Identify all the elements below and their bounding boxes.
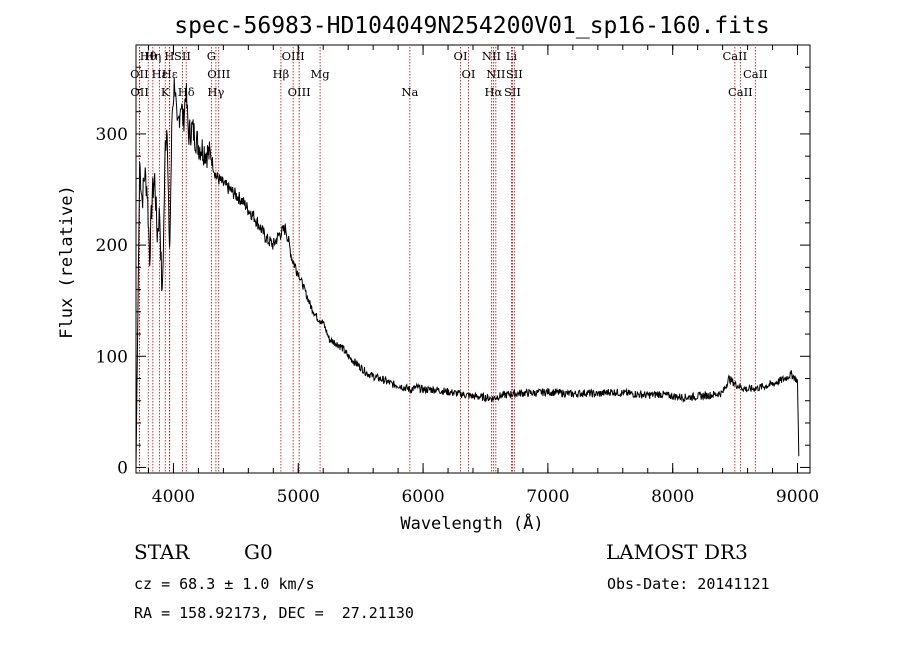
line-marker-label-11: Hγ <box>207 85 224 99</box>
x-tick-label-5: 9000 <box>776 487 819 507</box>
line-marker-label-6: H <box>164 49 174 63</box>
line-marker-label-3: Hη <box>144 49 161 63</box>
coordinates: RA = 158.92173, DEC = 27.21130 <box>134 604 414 622</box>
line-marker-label-12: G <box>207 49 216 63</box>
line-marker-label-24: Li <box>506 49 518 63</box>
line-marker-label-18: OI <box>454 49 468 63</box>
x-tick-label-4: 8000 <box>651 487 694 507</box>
line-marker-label-20: Hα <box>484 85 502 99</box>
line-marker-label-16: Mg <box>311 67 331 81</box>
redshift-readout: cz = 68.3 ± 1.0 km/s <box>134 575 315 593</box>
x-tick-label-1: 5000 <box>277 487 320 507</box>
axes <box>135 44 811 474</box>
line-marker-label-21: NII <box>482 49 501 63</box>
line-marker-label-0: Hθ <box>140 49 157 63</box>
line-marker-label-19: OI <box>462 67 476 81</box>
line-marker-label-22: NII <box>486 67 505 81</box>
y-tick-label-2: 200 <box>96 236 128 256</box>
line-markers <box>138 47 756 473</box>
line-marker-label-23: SII <box>504 85 521 99</box>
x-tick-label-0: 4000 <box>152 487 195 507</box>
survey-name: LAMOST DR3 <box>606 540 748 564</box>
line-marker-label-15: OIII <box>282 49 305 63</box>
line-marker-label-4: Hε <box>152 67 168 81</box>
y-tick-label-0: 0 <box>117 458 128 478</box>
x-tick-label-2: 6000 <box>401 487 444 507</box>
line-marker-label-2: OII <box>130 85 149 99</box>
axis-ticks: 4000 5000 6000 7000 8000 9000 0 100 200 300 <box>96 45 819 507</box>
plot-frame <box>135 44 811 474</box>
line-marker-label-26: CaII <box>728 85 753 99</box>
line-marker-label-28: CaII <box>743 67 768 81</box>
y-tick-label-3: 300 <box>96 125 128 145</box>
line-marker-label-10: OIII <box>207 67 230 81</box>
object-subclass: G0 <box>244 540 273 564</box>
x-axis-title: Wavelength (Å) <box>400 512 543 534</box>
line-marker-label-14: OIII <box>288 85 311 99</box>
line-marker-label-7: Hε <box>162 67 178 81</box>
object-class: STAR <box>134 540 190 564</box>
x-tick-label-3: 7000 <box>526 487 569 507</box>
line-marker-label-1: OII <box>130 67 149 81</box>
line-marker-label-5: K <box>161 85 170 99</box>
line-marker-label-25: SII <box>506 67 523 81</box>
obs-date: Obs-Date: 20141121 <box>607 575 770 593</box>
y-tick-label-1: 100 <box>96 347 128 367</box>
line-marker-label-27: CaII <box>722 49 747 63</box>
chart-title: spec-56983-HD104049N254200V01_sp16-160.f… <box>174 13 769 39</box>
y-axis-title: Flux (relative) <box>57 185 77 339</box>
line-marker-labels: HθOIIOIIHηHεKHHεHδSIIOIIIHγGHβOIIIOIIIMg… <box>130 49 768 99</box>
line-marker-label-9: SII <box>174 49 191 63</box>
line-marker-label-17: Na <box>401 85 418 99</box>
spectrum-line <box>135 77 800 468</box>
line-marker-label-13: Hβ <box>273 67 290 81</box>
